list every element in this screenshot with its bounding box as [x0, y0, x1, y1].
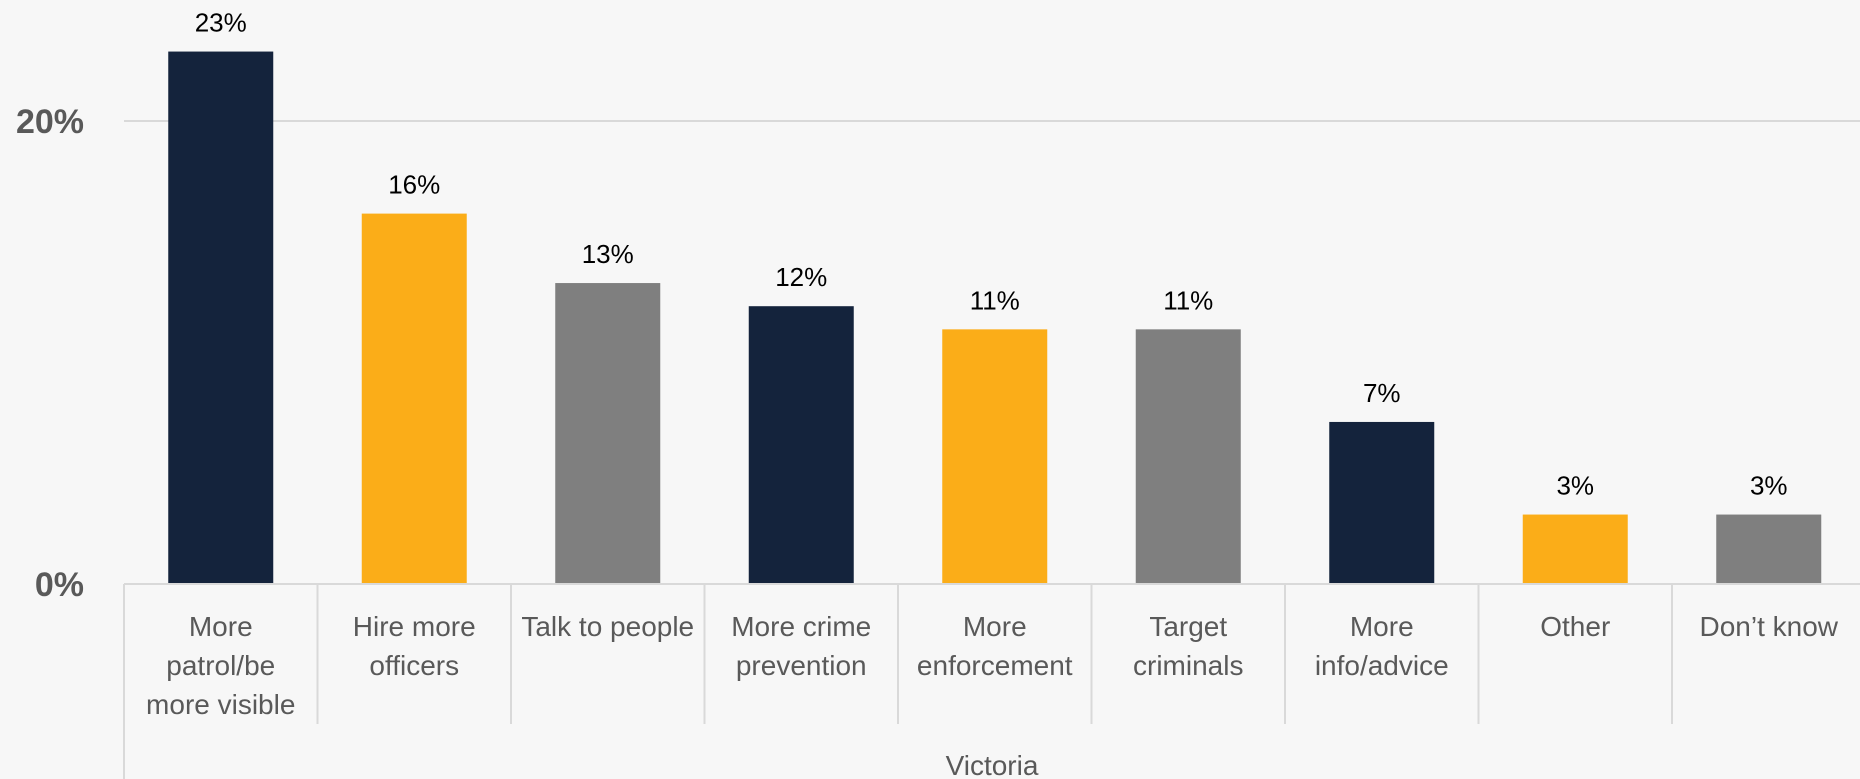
- bar: [555, 283, 661, 584]
- bar: [1329, 421, 1435, 584]
- data-label: 3%: [1750, 471, 1788, 501]
- data-label: 11%: [1163, 285, 1213, 315]
- bar: [1135, 329, 1241, 584]
- category-group-label: Victoria: [946, 750, 1039, 779]
- x-tick-label: More crime prevention: [731, 611, 871, 681]
- bar: [942, 329, 1048, 584]
- bar: [748, 306, 854, 584]
- x-tick-label: Don’t know: [1699, 611, 1838, 642]
- y-axis-tick-labels: 0% 20%: [16, 103, 84, 604]
- x-tick-label: More info/advice: [1315, 611, 1449, 681]
- data-labels: 23% 16% 13% 12% 11% 11% 7% 3% 3%: [195, 8, 1788, 501]
- data-label: 16%: [388, 170, 440, 200]
- data-label: 23%: [195, 8, 247, 38]
- data-label: 11%: [970, 285, 1020, 315]
- data-label: 7%: [1363, 378, 1401, 408]
- x-axis: More patrol/be more visible Hire more office…: [123, 583, 1860, 779]
- bar: [1522, 514, 1628, 584]
- x-tick-label: More enforcement: [917, 611, 1073, 681]
- bars: [168, 51, 1822, 585]
- x-tick-label: Hire more officers: [353, 611, 476, 681]
- data-label: 12%: [775, 262, 827, 292]
- x-tick-label: More patrol/be more visible: [146, 611, 295, 720]
- data-label: 13%: [582, 239, 634, 269]
- y-tick-label: 0%: [35, 566, 84, 604]
- x-tick-label: Talk to people: [521, 611, 694, 642]
- bar: [1716, 514, 1822, 584]
- data-label: 3%: [1556, 471, 1594, 501]
- bar: [361, 213, 467, 584]
- x-tick-label: Other: [1540, 611, 1610, 642]
- bar: [168, 51, 274, 585]
- y-tick-label: 20%: [16, 103, 84, 141]
- x-tick-label: Target criminals: [1133, 611, 1243, 681]
